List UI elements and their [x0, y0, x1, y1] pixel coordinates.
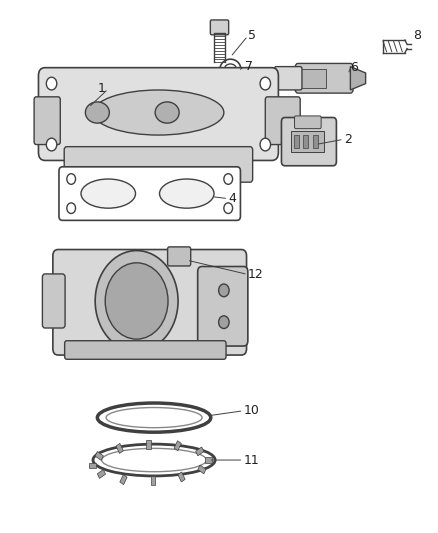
- FancyBboxPatch shape: [167, 247, 190, 266]
- Ellipse shape: [155, 102, 179, 123]
- Ellipse shape: [93, 90, 223, 135]
- Text: 8: 8: [413, 29, 420, 42]
- Circle shape: [46, 138, 57, 151]
- Text: 1: 1: [97, 83, 105, 95]
- Bar: [177, 472, 185, 482]
- FancyBboxPatch shape: [210, 20, 228, 35]
- Circle shape: [259, 77, 270, 90]
- Bar: [300, 69, 325, 88]
- Circle shape: [95, 251, 178, 351]
- Polygon shape: [350, 67, 365, 90]
- Text: 5: 5: [247, 29, 255, 42]
- Text: 4: 4: [228, 192, 236, 205]
- Bar: [150, 477, 155, 485]
- Ellipse shape: [219, 59, 240, 79]
- Text: 11: 11: [243, 454, 259, 466]
- FancyBboxPatch shape: [294, 116, 321, 128]
- Ellipse shape: [93, 444, 215, 476]
- Bar: [89, 463, 96, 468]
- Text: 7: 7: [244, 60, 252, 72]
- Circle shape: [223, 203, 232, 214]
- Bar: [312, 135, 318, 148]
- Bar: [291, 131, 323, 152]
- Ellipse shape: [85, 102, 109, 123]
- Bar: [97, 470, 105, 479]
- Circle shape: [259, 138, 270, 151]
- Bar: [195, 447, 203, 456]
- FancyBboxPatch shape: [39, 68, 278, 160]
- Ellipse shape: [106, 408, 201, 427]
- Ellipse shape: [102, 448, 206, 472]
- Ellipse shape: [224, 64, 236, 75]
- Bar: [120, 474, 127, 484]
- Bar: [303, 135, 308, 148]
- FancyBboxPatch shape: [42, 274, 65, 328]
- Bar: [116, 443, 123, 454]
- FancyBboxPatch shape: [59, 167, 240, 220]
- Text: 12: 12: [247, 268, 263, 281]
- Ellipse shape: [81, 179, 135, 208]
- FancyBboxPatch shape: [53, 249, 246, 355]
- Text: 2: 2: [343, 133, 351, 146]
- Circle shape: [218, 284, 229, 297]
- Circle shape: [67, 203, 75, 214]
- FancyBboxPatch shape: [64, 147, 252, 182]
- Circle shape: [223, 174, 232, 184]
- Bar: [293, 135, 298, 148]
- Circle shape: [105, 263, 168, 339]
- Circle shape: [46, 77, 57, 90]
- FancyBboxPatch shape: [265, 97, 300, 144]
- FancyBboxPatch shape: [34, 97, 60, 144]
- Ellipse shape: [97, 403, 210, 432]
- FancyBboxPatch shape: [64, 341, 226, 359]
- Ellipse shape: [159, 179, 214, 208]
- Circle shape: [67, 174, 75, 184]
- FancyBboxPatch shape: [197, 266, 247, 346]
- Bar: [146, 440, 150, 449]
- Bar: [198, 465, 205, 474]
- Text: 6: 6: [350, 61, 357, 74]
- FancyBboxPatch shape: [281, 117, 336, 166]
- Bar: [95, 451, 103, 461]
- FancyBboxPatch shape: [295, 63, 352, 93]
- Bar: [173, 441, 181, 451]
- Bar: [205, 457, 212, 463]
- FancyBboxPatch shape: [274, 67, 301, 90]
- Text: 10: 10: [243, 404, 259, 417]
- Circle shape: [218, 316, 229, 328]
